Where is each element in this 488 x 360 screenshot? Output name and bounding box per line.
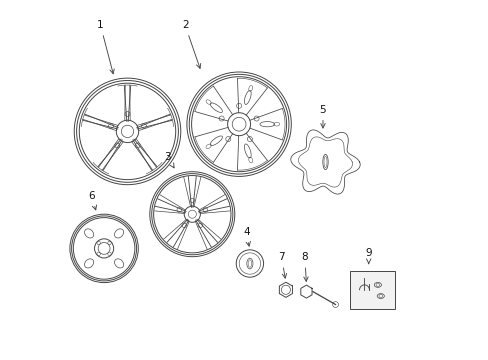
Text: 4: 4 [243,227,250,246]
Text: 5: 5 [319,105,325,128]
Text: 6: 6 [88,191,96,210]
Text: 9: 9 [365,248,371,264]
Bar [349,271,394,309]
Text: 7: 7 [278,252,286,278]
Text: 8: 8 [301,252,307,282]
Text: 2: 2 [182,20,200,68]
Text: 1: 1 [97,20,114,74]
Text: 3: 3 [163,152,174,168]
